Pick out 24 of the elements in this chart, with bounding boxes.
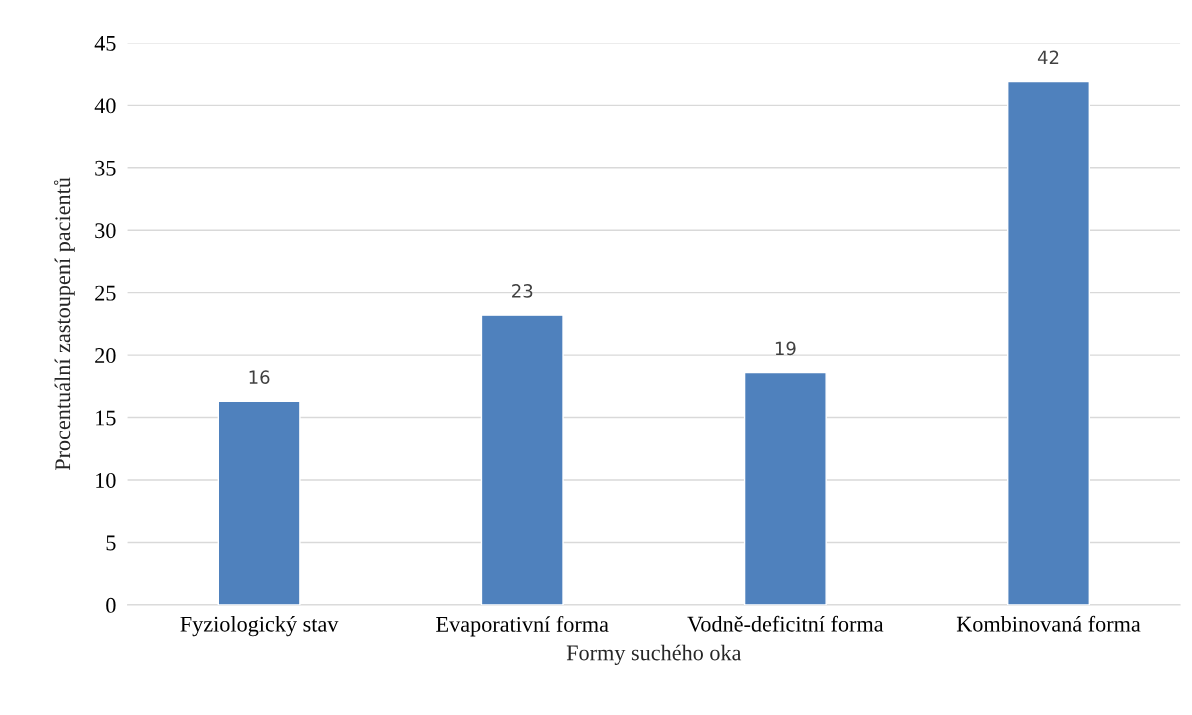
y-tick-label: 20: [95, 348, 116, 364]
x-axis-title: Formy suchého oka: [566, 644, 742, 665]
y-tick-label: 40: [94, 98, 116, 114]
data-label: 19: [775, 341, 796, 356]
bar: [217, 400, 301, 605]
y-axis-title: Procentuální zastoupení pacientů: [53, 177, 75, 471]
x-tick-label: Kombinovaná forma: [956, 615, 1141, 632]
data-label: 42: [1037, 50, 1059, 64]
x-tick-label: Fyziologický stav: [180, 616, 339, 637]
y-tick-label: 0: [106, 597, 116, 613]
data-label: 16: [249, 370, 270, 384]
y-tick-label: 15: [96, 410, 116, 426]
bar: [1007, 80, 1090, 605]
y-tick-label: 45: [94, 35, 116, 51]
y-tick-label: 5: [106, 535, 116, 551]
bar: [743, 371, 827, 605]
data-label: 23: [512, 284, 533, 298]
y-tick-label: 30: [95, 223, 116, 239]
bar: [480, 314, 564, 605]
y-tick-label: 35: [95, 160, 116, 176]
y-tick-label: 25: [95, 285, 116, 301]
y-tick-label: 10: [96, 472, 116, 488]
x-tick-label: Evaporativní forma: [436, 616, 609, 637]
x-tick-label: Vodně-deficitní forma: [687, 615, 884, 632]
